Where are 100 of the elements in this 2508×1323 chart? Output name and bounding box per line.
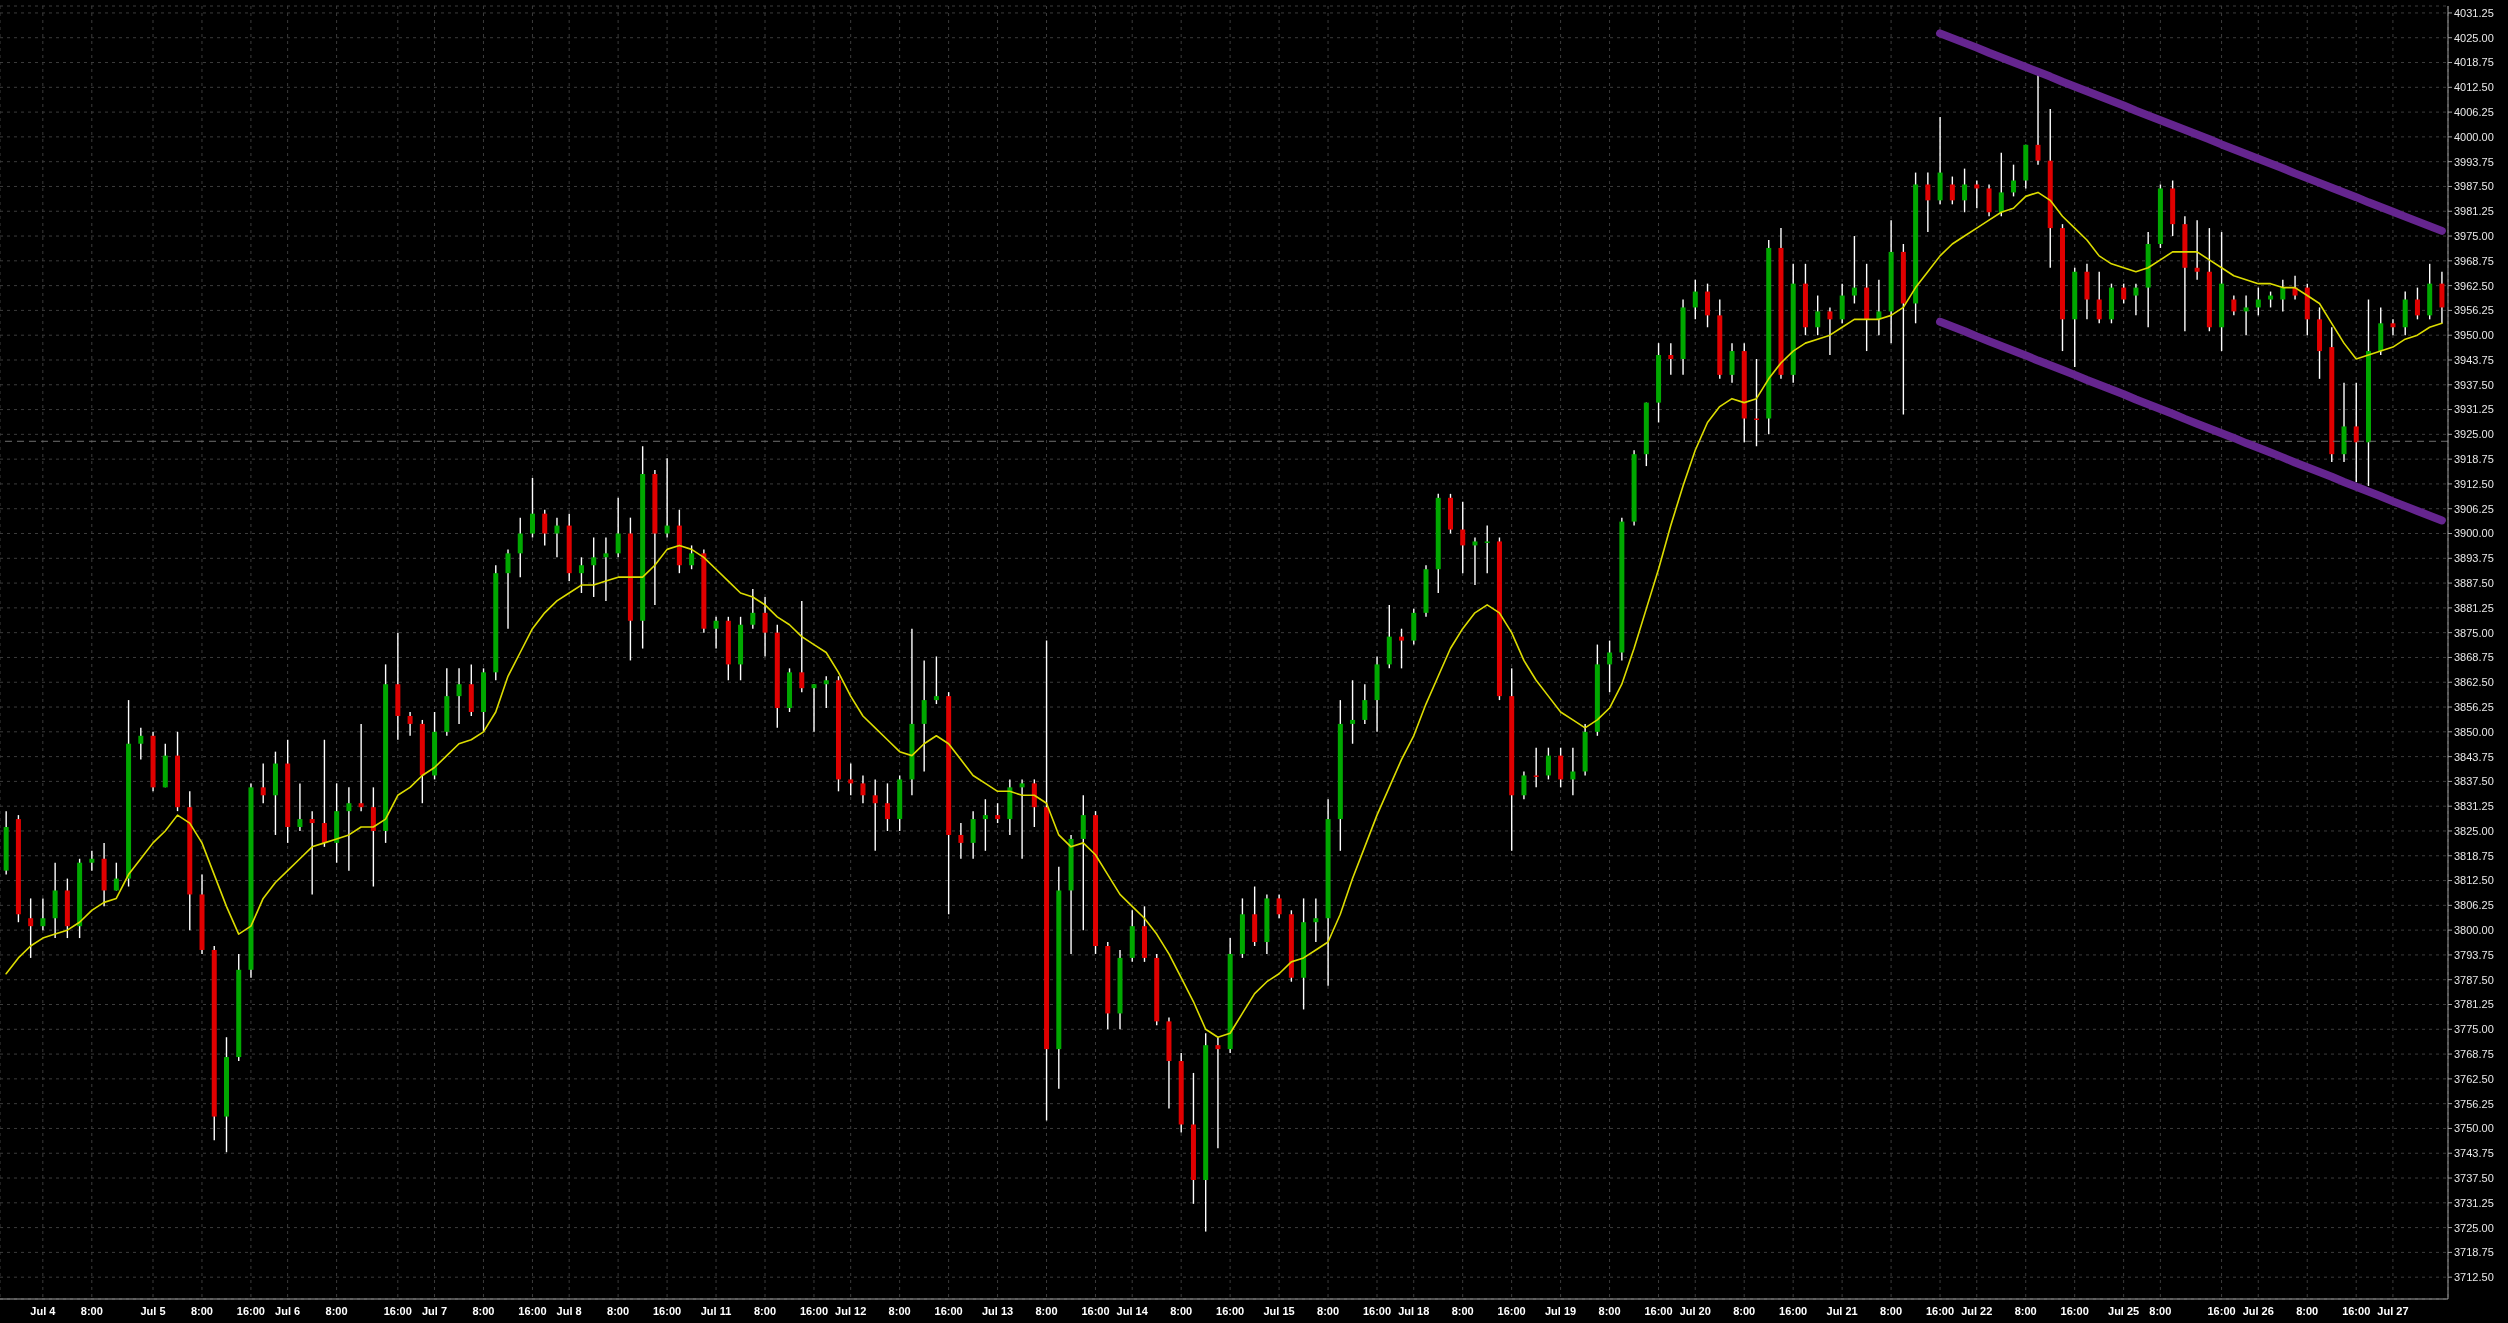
y-tick-label: 3887.50 bbox=[2454, 577, 2494, 589]
y-tick-label: 3800.00 bbox=[2454, 924, 2494, 937]
candlestick bbox=[1521, 770, 1527, 800]
candlestick bbox=[529, 477, 535, 539]
y-tick-label: 3850.00 bbox=[2454, 725, 2494, 738]
y-tick-label: 3725.00 bbox=[2454, 1221, 2494, 1234]
candlestick bbox=[1949, 175, 1955, 206]
y-tick-label: 3881.25 bbox=[2454, 601, 2494, 614]
candlestick bbox=[921, 659, 927, 773]
y-tick-label: 3781.25 bbox=[2454, 998, 2494, 1011]
candlestick bbox=[958, 822, 964, 860]
y-tick-label: 3900.00 bbox=[2454, 527, 2494, 540]
x-tick-label: 8:00 bbox=[2149, 1304, 2172, 1317]
x-tick-label: 16:00 bbox=[1216, 1304, 1245, 1317]
x-tick-label: Jul 8 bbox=[556, 1304, 582, 1317]
x-tick-label: 8:00 bbox=[888, 1304, 911, 1317]
candlestick bbox=[2280, 278, 2286, 313]
x-tick-label: Jul 7 bbox=[421, 1304, 448, 1317]
candlestick bbox=[2439, 271, 2445, 324]
candlestick bbox=[2231, 294, 2237, 317]
candlestick bbox=[2414, 286, 2420, 321]
x-tick-label: Jul 15 bbox=[1263, 1304, 1295, 1317]
candlestick bbox=[1460, 501, 1466, 574]
x-tick-label: 16:00 bbox=[1081, 1304, 1110, 1317]
candlestick bbox=[1350, 679, 1356, 745]
x-tick-label: 8:00 bbox=[80, 1304, 103, 1317]
x-tick-label: Jul 21 bbox=[1826, 1304, 1858, 1317]
y-tick-label: 3750.00 bbox=[2454, 1122, 2494, 1135]
candlestick bbox=[578, 556, 584, 594]
y-tick-label: 3775.00 bbox=[2454, 1023, 2494, 1036]
y-tick-label: 3825.00 bbox=[2454, 824, 2494, 837]
candlestick bbox=[1815, 294, 1821, 336]
y-tick-label: 3875.00 bbox=[2454, 626, 2494, 639]
candlestick bbox=[554, 516, 560, 559]
x-tick-label: Jul 13 bbox=[981, 1304, 1014, 1317]
x-tick-label: 16:00 bbox=[518, 1304, 547, 1317]
y-tick-label: 3906.25 bbox=[2454, 502, 2494, 515]
candlestick bbox=[113, 862, 119, 892]
candlestick bbox=[2096, 271, 2102, 324]
x-tick-label: 16:00 bbox=[1362, 1304, 1392, 1317]
candlestick bbox=[762, 596, 768, 658]
y-tick-label: 3943.75 bbox=[2454, 353, 2494, 366]
y-tick-label: 3868.75 bbox=[2454, 651, 2494, 664]
y-tick-label: 4000.00 bbox=[2454, 130, 2494, 143]
y-tick-label: 4031.25 bbox=[2454, 6, 2494, 19]
candlestick bbox=[1729, 342, 1735, 384]
y-tick-label: 4012.50 bbox=[2454, 81, 2494, 94]
candlestick bbox=[28, 897, 34, 959]
y-tick-label: 3975.00 bbox=[2454, 229, 2494, 242]
y-tick-label: 3762.50 bbox=[2454, 1072, 2494, 1085]
y-tick-label: 3918.75 bbox=[2454, 453, 2494, 466]
y-tick-label: 3831.25 bbox=[2454, 800, 2494, 813]
candlestick bbox=[1080, 794, 1086, 931]
x-tick-label: Jul 22 bbox=[1961, 1304, 1993, 1317]
candlestick bbox=[2121, 282, 2127, 305]
x-tick-label: Jul 4 bbox=[30, 1304, 57, 1317]
y-tick-label: 3993.75 bbox=[2454, 155, 2494, 168]
candlestick bbox=[1925, 171, 1931, 233]
candlestick bbox=[358, 723, 364, 812]
candlestick bbox=[542, 509, 548, 547]
candlestick bbox=[370, 786, 376, 888]
x-tick-label: Jul 14 bbox=[1116, 1304, 1149, 1317]
x-tick-label: 16:00 bbox=[799, 1304, 829, 1317]
y-tick-label: 3843.75 bbox=[2454, 750, 2494, 763]
candlestick bbox=[799, 600, 805, 693]
candlestick bbox=[1399, 628, 1405, 670]
candlestick bbox=[970, 810, 976, 860]
candlestick bbox=[321, 739, 327, 848]
y-tick-label: 3950.00 bbox=[2454, 329, 2494, 342]
candlestick bbox=[260, 762, 266, 804]
x-tick-label: 16:00 bbox=[236, 1304, 265, 1317]
candlestick bbox=[456, 667, 462, 725]
y-tick-label: 3862.50 bbox=[2454, 676, 2494, 689]
x-tick-label: Jul 20 bbox=[1679, 1304, 1711, 1317]
x-tick-label: Jul 18 bbox=[1398, 1304, 1430, 1317]
line-series bbox=[5, 191, 2443, 1039]
x-tick-label: Jul 25 bbox=[2108, 1304, 2140, 1317]
x-tick-label: 16:00 bbox=[1644, 1304, 1673, 1317]
x-tick-label: Jul 6 bbox=[275, 1304, 301, 1317]
x-tick-label: 8:00 bbox=[1170, 1304, 1193, 1317]
candlestick bbox=[2011, 163, 2017, 198]
y-tick-label: 3818.75 bbox=[2454, 849, 2494, 862]
x-tick-label: Jul 12 bbox=[835, 1304, 867, 1317]
candlestick bbox=[1827, 306, 1833, 356]
candlestick bbox=[1558, 746, 1564, 789]
candlestick bbox=[1974, 179, 1980, 209]
x-tick-label: 8:00 bbox=[1035, 1304, 1058, 1317]
candlestick bbox=[933, 655, 939, 705]
candlestick bbox=[40, 897, 46, 931]
candlestick bbox=[1962, 167, 1968, 213]
candlestick bbox=[995, 802, 1001, 824]
candlestick bbox=[407, 711, 413, 737]
y-tick-label: 3743.75 bbox=[2454, 1147, 2494, 1160]
candlestick bbox=[1545, 746, 1551, 781]
x-tick-label: 16:00 bbox=[1925, 1304, 1955, 1317]
x-tick-label: 8:00 bbox=[753, 1304, 777, 1317]
candlestick bbox=[1313, 897, 1319, 943]
x-tick-label: 16:00 bbox=[383, 1304, 412, 1317]
candlestick bbox=[1484, 524, 1490, 574]
candlestick bbox=[1533, 746, 1539, 789]
